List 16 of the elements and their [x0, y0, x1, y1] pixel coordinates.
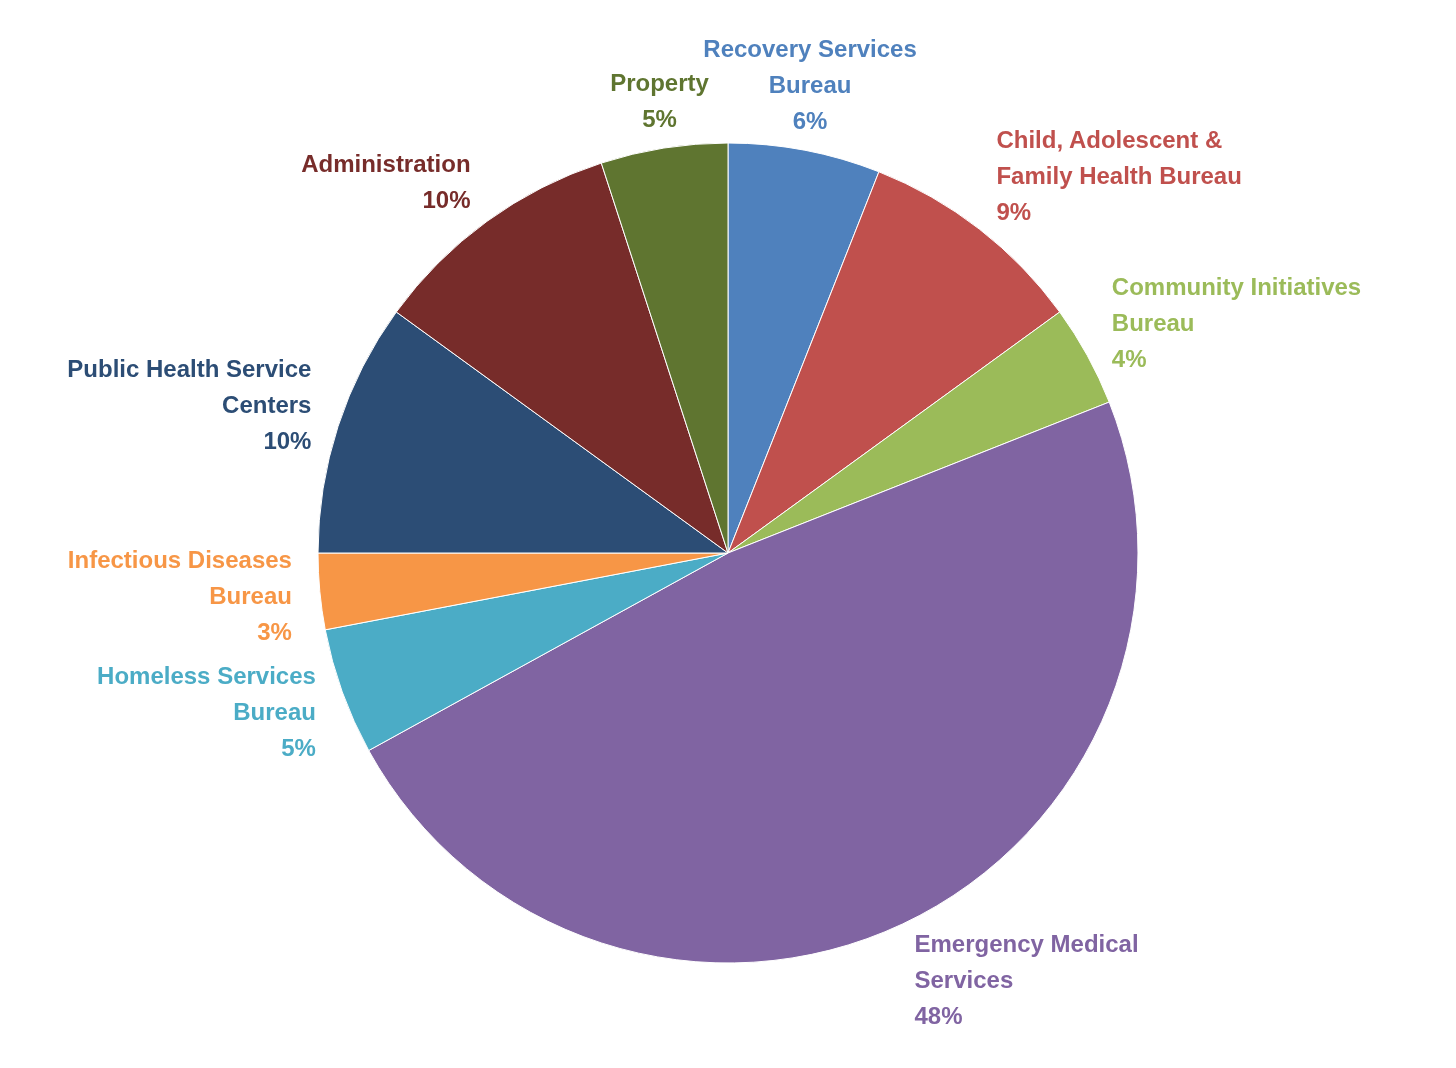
slice-label: Infectious Diseases Bureau — [67, 545, 292, 609]
slice-label: Child, Adolescent & Family Health Bureau — [996, 126, 1242, 190]
slice-label: Homeless Services Bureau — [97, 661, 316, 725]
data-label: 4% — [1111, 344, 1147, 372]
data-label: 5% — [281, 733, 316, 761]
slice-label: Administration — [301, 150, 471, 178]
data-label: 10% — [263, 426, 312, 454]
data-label: 9% — [996, 198, 1032, 226]
data-label: 48% — [914, 1002, 963, 1030]
data-label: 5% — [642, 104, 677, 132]
slice-label: Community Initiatives Bureau — [1111, 272, 1362, 336]
data-label: 10% — [422, 186, 471, 214]
data-label: 6% — [792, 107, 828, 135]
slice-label: Public Health Service Centers — [67, 354, 312, 418]
slice-label: Emergency Medical Services — [914, 930, 1139, 994]
data-label: 3% — [257, 617, 292, 645]
